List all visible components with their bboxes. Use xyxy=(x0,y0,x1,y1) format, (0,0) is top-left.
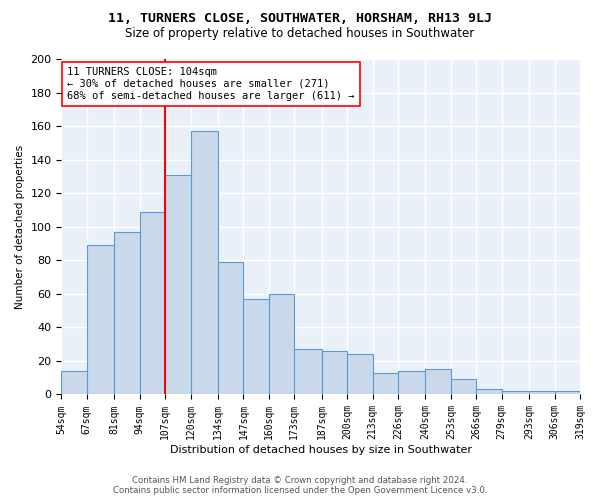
Bar xyxy=(218,262,244,394)
Text: 11, TURNERS CLOSE, SOUTHWATER, HORSHAM, RH13 9LJ: 11, TURNERS CLOSE, SOUTHWATER, HORSHAM, … xyxy=(108,12,492,26)
Bar xyxy=(398,371,425,394)
Bar xyxy=(347,354,373,395)
Bar xyxy=(425,370,451,394)
Text: Contains HM Land Registry data © Crown copyright and database right 2024.
Contai: Contains HM Land Registry data © Crown c… xyxy=(113,476,487,495)
Bar xyxy=(61,371,87,394)
Bar xyxy=(322,351,347,395)
Bar xyxy=(451,380,476,394)
Bar xyxy=(191,131,218,394)
Bar xyxy=(476,390,502,394)
Y-axis label: Number of detached properties: Number of detached properties xyxy=(15,144,25,309)
Text: Size of property relative to detached houses in Southwater: Size of property relative to detached ho… xyxy=(125,28,475,40)
Bar xyxy=(140,212,165,394)
Bar xyxy=(269,294,294,394)
Bar xyxy=(373,372,398,394)
Bar xyxy=(114,232,140,394)
X-axis label: Distribution of detached houses by size in Southwater: Distribution of detached houses by size … xyxy=(170,445,472,455)
Bar xyxy=(87,245,114,394)
Bar xyxy=(554,391,580,394)
Bar xyxy=(165,174,191,394)
Bar xyxy=(244,299,269,394)
Text: 11 TURNERS CLOSE: 104sqm
← 30% of detached houses are smaller (271)
68% of semi-: 11 TURNERS CLOSE: 104sqm ← 30% of detach… xyxy=(67,68,355,100)
Bar xyxy=(529,391,554,394)
Bar xyxy=(502,391,529,394)
Bar xyxy=(294,349,322,395)
